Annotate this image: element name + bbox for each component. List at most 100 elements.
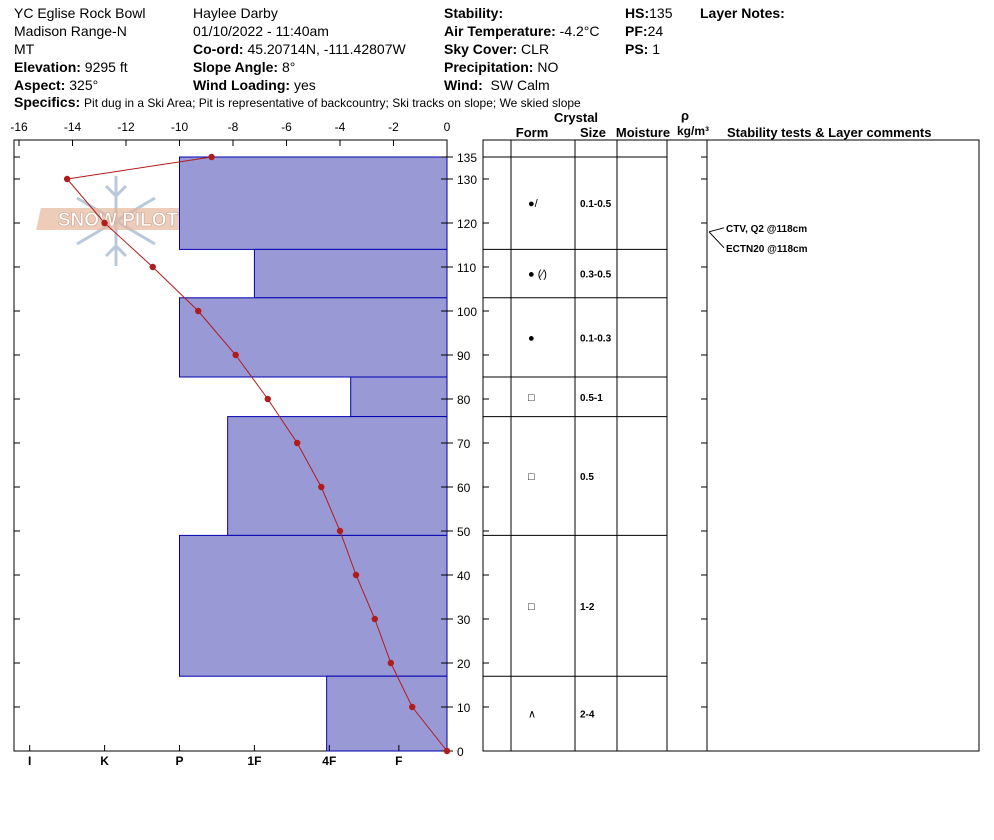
decomposing-fragments-icon: ●/ [528, 198, 539, 210]
depth-tick-label: 110 [457, 261, 476, 275]
hardness-tick-label: I [28, 754, 31, 768]
temperature-point [318, 483, 325, 491]
faceted-crystals-icon: □ [528, 392, 535, 404]
temp-tick-label: -2 [388, 120, 399, 134]
temperature-point [101, 219, 108, 227]
layer-size: 2-4 [580, 710, 595, 721]
hardness-layer-bar [179, 534, 448, 677]
pf-field: PF:24 [625, 23, 664, 39]
state-name: MT [14, 41, 35, 57]
layer-table-rows: ●/ 0.1-0.5 ● (⁄) 0.3-0.5 ● 0.1-0.3 □ 0.5-1 □ 0.5 □… [483, 156, 707, 752]
depth-hoar-icon: ∧ [528, 709, 536, 721]
depth-tick-label: 30 [457, 613, 471, 627]
air-temperature-field: Air Temperature: -4.2°C [444, 23, 600, 39]
depth-tick-label: 120 [457, 217, 477, 231]
depth-axis: 0 10 20 30 40 50 60 70 80 90 100 110 120 130 135 [14, 151, 477, 759]
depth-tick-label: 70 [457, 437, 471, 451]
temperature-point [409, 703, 416, 711]
layer-table-columns [510, 140, 708, 751]
hardness-tick-label: 1F [247, 754, 261, 768]
layer-size: 0.1-0.3 [580, 333, 612, 344]
slope-angle-field: Slope Angle: 8° [193, 59, 296, 75]
snowpilot-logo: SNOW PILOT [36, 176, 193, 266]
temperature-axis: -16 -14 -12 -10 -8 -6 -4 -2 0 [10, 120, 451, 146]
range-name: Madison Range-N [14, 23, 127, 39]
aspect-field: Aspect: 325° [14, 77, 99, 93]
hardness-layer-bar [326, 675, 448, 752]
logo-banner [36, 208, 193, 230]
wind-field: Wind: SW Calm [444, 77, 550, 93]
hardness-layer-bar [227, 416, 448, 536]
temp-tick-label: -8 [228, 120, 239, 134]
temperature-point [208, 153, 215, 161]
temperature-point [387, 659, 395, 667]
rho-header: ρ [681, 108, 689, 123]
temperature-profile [63, 153, 451, 755]
hardness-tick-label: F [395, 754, 402, 768]
temperature-point [264, 395, 271, 403]
temperature-point [149, 263, 156, 271]
temperature-point [336, 527, 344, 535]
temp-tick-label: 0 [444, 120, 451, 134]
temperature-point [294, 439, 301, 447]
logo-text: SNOW PILOT [58, 210, 179, 231]
temperature-point [195, 307, 202, 315]
density-header: kg/m³ [677, 124, 709, 138]
depth-tick-label: 20 [457, 657, 471, 671]
depth-tick-label: 60 [457, 481, 471, 495]
temp-tick-label: -16 [10, 120, 28, 134]
hardness-layers [179, 156, 448, 752]
location-name: YC Eglise Rock Bowl [14, 5, 146, 21]
elevation-field: Elevation: 9295 ft [14, 59, 128, 75]
layer-notes-label: Layer Notes: [700, 5, 785, 21]
hardness-tick-label: P [175, 754, 183, 768]
precipitation-field: Precipitation: NO [444, 59, 559, 75]
wind-loading-field: Wind Loading: yes [193, 77, 316, 93]
layer-size: 0.1-0.5 [580, 199, 612, 210]
temperature-point [63, 175, 71, 183]
stability-test-label: CTV, Q2 @118cm [726, 224, 807, 235]
tests-header: Stability tests & Layer comments [727, 125, 931, 140]
depth-tick-label: 10 [457, 701, 471, 715]
layer-size: 0.5-1 [580, 393, 603, 404]
rounded-grains-icon: ● [528, 332, 535, 344]
hardness-tick-label: K [100, 754, 109, 768]
temp-tick-label: -6 [281, 120, 292, 134]
hardness-layer-bar [253, 248, 448, 299]
faceted-crystals-icon: □ [528, 471, 535, 483]
sky-cover-field: Sky Cover: CLR [444, 41, 550, 57]
layer-size: 1-2 [580, 602, 595, 613]
test-pointer [708, 231, 725, 249]
specifics-field: Specifics: Pit dug in a Ski Area; Pit is… [14, 94, 581, 110]
temp-tick-label: -12 [117, 120, 135, 134]
rounded-grains-icon: ● (⁄) [528, 269, 547, 281]
depth-tick-label: 135 [457, 151, 477, 165]
test-pointer [708, 227, 725, 233]
temperature-point [352, 571, 360, 579]
date-time: 01/10/2022 - 11:40am [193, 23, 329, 39]
hardness-axis: I K P 1F 4F F [28, 745, 403, 768]
depth-tick-label: 80 [457, 393, 471, 407]
layer-table-frame [482, 139, 980, 752]
crystal-header: Crystal [554, 110, 598, 125]
layer-size: 0.3-0.5 [580, 270, 612, 281]
depth-tick-label: 90 [457, 349, 471, 363]
depth-tick-label: 0 [457, 745, 464, 759]
stability-tests: CTV, Q2 @118cm ECTN20 @118cm [708, 224, 808, 255]
temperature-point [443, 747, 451, 755]
layer-size: 0.5 [580, 472, 594, 483]
temp-tick-label: -14 [64, 120, 82, 134]
hardness-layer-bar [179, 297, 448, 378]
hardness-layer-bar [350, 376, 448, 418]
temperature-point [371, 615, 378, 623]
temp-tick-label: -4 [335, 120, 346, 134]
depth-tick-label: 40 [457, 569, 471, 583]
form-header: Form [516, 125, 549, 140]
temp-tick-label: -10 [171, 120, 189, 134]
stability-test-label: ECTN20 @118cm [726, 244, 808, 255]
ps-field: PS: 1 [625, 41, 661, 57]
hardness-layer-bar [179, 156, 448, 250]
hs-field: HS:135 [625, 5, 673, 21]
moisture-header: Moisture [616, 125, 670, 140]
